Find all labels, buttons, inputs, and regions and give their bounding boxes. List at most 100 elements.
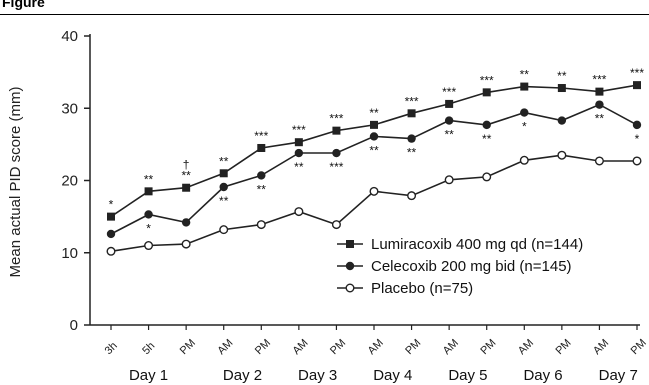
series-2-point	[595, 100, 604, 109]
series-1-point	[107, 212, 115, 221]
day-label: Day 4	[373, 367, 412, 384]
figure-rule	[0, 14, 649, 15]
x-tick-label: 5h	[140, 340, 157, 357]
x-tick-label: PM	[403, 337, 423, 357]
series-1-point	[294, 138, 303, 147]
figure-label: Figure	[2, 0, 45, 10]
legend-label-1: Lumiracoxib 400 mg qd (n=144)	[371, 236, 583, 253]
annotation-below: *	[146, 221, 151, 235]
legend: Lumiracoxib 400 mg qd (n=144) Celecoxib 2…	[337, 236, 583, 297]
x-tick-label: PM	[253, 337, 273, 357]
series-3-point	[407, 191, 417, 201]
series-2-point	[106, 229, 116, 239]
series-1-point	[144, 187, 153, 196]
series-1-point	[520, 82, 529, 91]
series-2-point	[520, 108, 529, 117]
day-labels: Day 1 Day 2 Day 3 Day 4 Day 5 Day 6 Day 7	[129, 367, 638, 384]
day-label: Day 2	[223, 367, 262, 384]
annotation-above: **	[520, 68, 530, 82]
day-label: Day 5	[448, 367, 487, 384]
annotation-below: *	[635, 132, 640, 146]
day-label: Day 1	[129, 367, 168, 384]
series-1-point	[633, 81, 641, 90]
annotation-below: **	[407, 146, 417, 160]
series-3-point	[294, 207, 304, 217]
annotation-below: **	[369, 143, 379, 157]
y-tick-label: 0	[70, 317, 78, 334]
series-2-point	[219, 182, 228, 192]
series-1-point	[370, 120, 378, 129]
x-tick-label: PM	[178, 337, 198, 357]
series-2-point	[557, 116, 567, 125]
series-3-point	[106, 246, 116, 256]
annotation-dagger: †	[183, 158, 190, 172]
y-axis-title: Mean actual PID score (mm)	[7, 87, 24, 278]
annotation-above: ***	[254, 129, 268, 143]
x-axis-ticks: 3h 5h PM AM PM AM PM AM PM AM PM AM PM AM PM	[103, 325, 649, 357]
series-3-point	[331, 220, 341, 230]
series-3-point	[594, 156, 604, 166]
annotation-above: ***	[442, 85, 456, 99]
annotation-above: **	[219, 154, 229, 168]
series-3-point	[181, 239, 191, 249]
figure-header: Figure	[0, 0, 649, 18]
series-3-point	[369, 186, 379, 196]
annotation-below: **	[482, 132, 492, 146]
series-2-point	[444, 116, 454, 125]
x-tick-label: AM	[591, 337, 611, 357]
annotation-above: ***	[405, 94, 419, 108]
series-1-point	[257, 143, 266, 152]
y-tick-label: 20	[61, 173, 78, 190]
series-3-point	[519, 155, 529, 165]
series-3-point	[144, 241, 154, 251]
annotation-above: ***	[329, 112, 343, 126]
series-2-point	[482, 120, 491, 130]
significance-annotations: *** ******* ****** *********** ** ** *** ******…	[109, 66, 645, 235]
annotation-above: **	[181, 169, 191, 183]
x-tick-label: AM	[516, 337, 536, 357]
series-1-point	[219, 169, 228, 178]
series-3-point	[444, 175, 454, 185]
series-2-point	[181, 218, 191, 227]
annotation-below: **	[257, 182, 267, 196]
series-1-point	[182, 183, 191, 192]
annotation-below: **	[294, 160, 304, 174]
legend-marker-3	[345, 283, 355, 293]
annotation-below: **	[219, 194, 229, 208]
series-2-point	[257, 171, 266, 180]
annotation-below: ***	[329, 160, 343, 174]
series-2-point	[332, 148, 341, 158]
y-tick-label: 30	[61, 100, 78, 117]
x-tick-label: PM	[328, 337, 348, 357]
day-label: Day 6	[523, 367, 562, 384]
legend-marker-2	[345, 261, 355, 271]
series-2-point	[369, 132, 379, 141]
annotation-above: ***	[592, 73, 606, 87]
series-points	[106, 81, 642, 256]
x-tick-label: PM	[553, 337, 573, 357]
legend-label-2: Celecoxib 200 mg bid (n=145)	[371, 258, 572, 275]
x-tick-label: AM	[441, 337, 461, 357]
annotation-above: *	[109, 198, 114, 212]
annotation-below: *	[522, 120, 527, 134]
series-1-point	[332, 126, 341, 135]
x-tick-label: AM	[215, 337, 235, 357]
y-axis-ticks: 0 10 20 30 40	[61, 28, 90, 334]
x-tick-label: AM	[366, 337, 386, 357]
series-2-point	[632, 120, 642, 130]
x-tick-label: AM	[290, 337, 310, 357]
y-tick-label: 10	[61, 245, 78, 262]
series-3-point	[557, 150, 567, 160]
day-label: Day 7	[599, 367, 638, 384]
x-tick-label: PM	[478, 337, 498, 357]
legend-marker-1	[346, 240, 354, 248]
series-1-point	[557, 84, 566, 93]
annotation-below: **	[595, 112, 605, 126]
series-2-point	[294, 148, 304, 158]
series-3-point	[632, 156, 642, 166]
x-tick-label: 3h	[103, 340, 120, 357]
annotation-above: ***	[630, 66, 644, 80]
annotation-above: **	[369, 106, 379, 120]
